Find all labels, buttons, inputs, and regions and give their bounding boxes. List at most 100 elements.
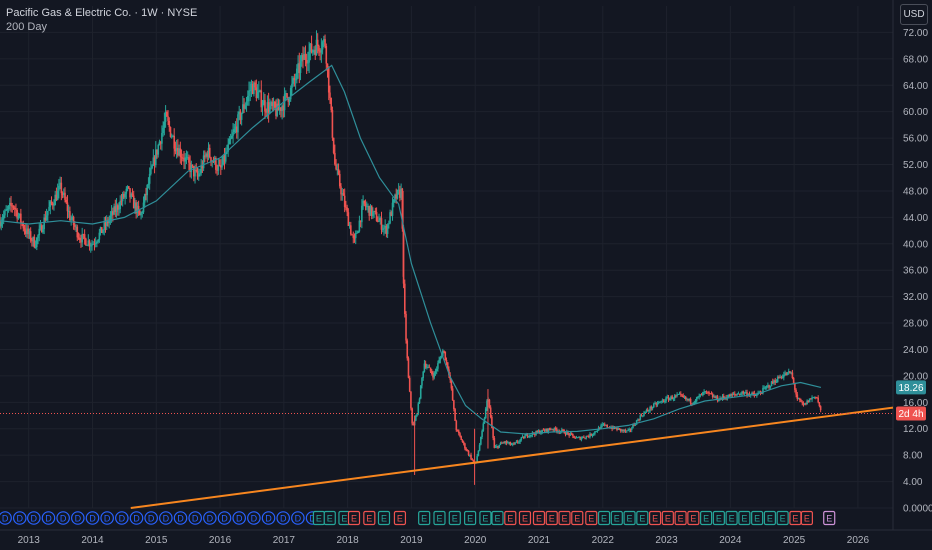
- candle-body: [437, 363, 439, 369]
- candle-body: [208, 147, 211, 158]
- candle-body: [369, 205, 372, 216]
- earnings-badge: [448, 510, 461, 526]
- candle-body: [688, 398, 691, 401]
- candle-body: [400, 188, 402, 198]
- candle-body: [617, 428, 620, 430]
- earnings-badge-letter: E: [381, 514, 387, 524]
- candle-body: [619, 428, 622, 431]
- candle-body: [451, 388, 454, 401]
- candle-body: [456, 430, 459, 432]
- candle-body: [629, 429, 632, 430]
- candle-body: [446, 362, 449, 370]
- candle-body: [440, 356, 443, 358]
- candle-body: [676, 394, 678, 396]
- moving-average-line: [0, 64, 822, 435]
- candle-body: [569, 433, 572, 436]
- x-tick-label: 2013: [18, 535, 41, 546]
- candle-body: [163, 121, 166, 128]
- candle-body: [656, 403, 659, 406]
- candle-body: [430, 371, 433, 374]
- candle-body: [704, 391, 707, 393]
- candle-body: [108, 219, 110, 224]
- candle-body: [195, 169, 198, 171]
- candle-body: [491, 416, 493, 428]
- candle-body: [223, 155, 226, 162]
- candle-body: [801, 401, 804, 403]
- candle-body: [177, 148, 179, 156]
- candle-body: [53, 205, 55, 206]
- candle-body: [38, 228, 41, 236]
- candle-body: [310, 43, 313, 53]
- candle-body: [205, 153, 207, 157]
- candle-body: [428, 366, 431, 368]
- candle-body: [219, 165, 222, 168]
- symbol-title[interactable]: Pacific Gas & Electric Co. · 1W · NYSE: [6, 7, 198, 19]
- candle-body: [570, 433, 573, 435]
- currency-button[interactable]: USD: [900, 4, 928, 25]
- candle-body: [519, 439, 521, 442]
- candle-body: [92, 243, 95, 245]
- dividend-badge: [247, 511, 261, 525]
- dividend-badge-letter: D: [75, 514, 82, 524]
- candle-body: [768, 385, 770, 388]
- earnings-badge: [504, 510, 517, 526]
- candle-body: [457, 430, 460, 434]
- candle-body: [127, 186, 130, 189]
- candle-body: [83, 234, 86, 239]
- earnings-badge-letter: E: [792, 514, 798, 524]
- candle-body: [507, 442, 509, 444]
- earnings-badge: [763, 510, 776, 526]
- candle-body: [477, 450, 480, 457]
- candle-body: [545, 428, 547, 432]
- candle-body: [568, 433, 570, 436]
- candle-body: [325, 45, 328, 64]
- candle-body: [526, 434, 529, 437]
- candle-body: [800, 399, 802, 402]
- candle-body: [342, 193, 345, 196]
- earnings-badge-letter: E: [316, 514, 322, 524]
- candle-body: [357, 231, 359, 233]
- candle-body: [689, 398, 692, 404]
- candle-body: [353, 237, 356, 239]
- candle-body: [763, 387, 766, 389]
- candle-body: [98, 232, 101, 240]
- candle-body: [664, 401, 666, 403]
- candle-body: [773, 380, 775, 384]
- dividend-badge: [56, 511, 70, 525]
- candle-body: [764, 387, 767, 389]
- dividend-badge-letter: D: [265, 514, 272, 524]
- candle-body: [467, 450, 470, 456]
- candle-body: [245, 101, 248, 106]
- candle-body: [12, 206, 15, 208]
- candle-body: [787, 371, 790, 373]
- candle-body: [736, 394, 739, 396]
- candle-body: [741, 391, 743, 394]
- candle-body: [289, 88, 292, 100]
- candle-body: [302, 54, 304, 60]
- moving-average-label[interactable]: 200 Day: [6, 21, 47, 33]
- candle-body: [637, 419, 639, 421]
- candle-body: [378, 220, 380, 222]
- candle-body: [722, 395, 725, 398]
- candle-body: [661, 400, 664, 402]
- candle-body: [278, 107, 281, 111]
- candle-body: [91, 244, 93, 246]
- candle-body: [551, 429, 553, 431]
- candle-body: [640, 415, 643, 417]
- candle-body: [321, 42, 324, 50]
- candle-body: [579, 437, 582, 440]
- candle-body: [319, 51, 321, 53]
- candle-body: [291, 83, 293, 89]
- candle-body: [340, 186, 342, 195]
- candle-body: [486, 400, 488, 409]
- earnings-badge-letter: E: [495, 514, 501, 524]
- y-tick-label: 16.00: [903, 398, 928, 409]
- y-tick-label: 4.00: [903, 477, 923, 488]
- dividend-badge: [85, 511, 100, 525]
- candle-body: [472, 459, 475, 462]
- candle-body: [808, 398, 811, 403]
- candle-body: [167, 116, 169, 121]
- support-trendline: [130, 406, 894, 509]
- earnings-badge: [545, 510, 558, 526]
